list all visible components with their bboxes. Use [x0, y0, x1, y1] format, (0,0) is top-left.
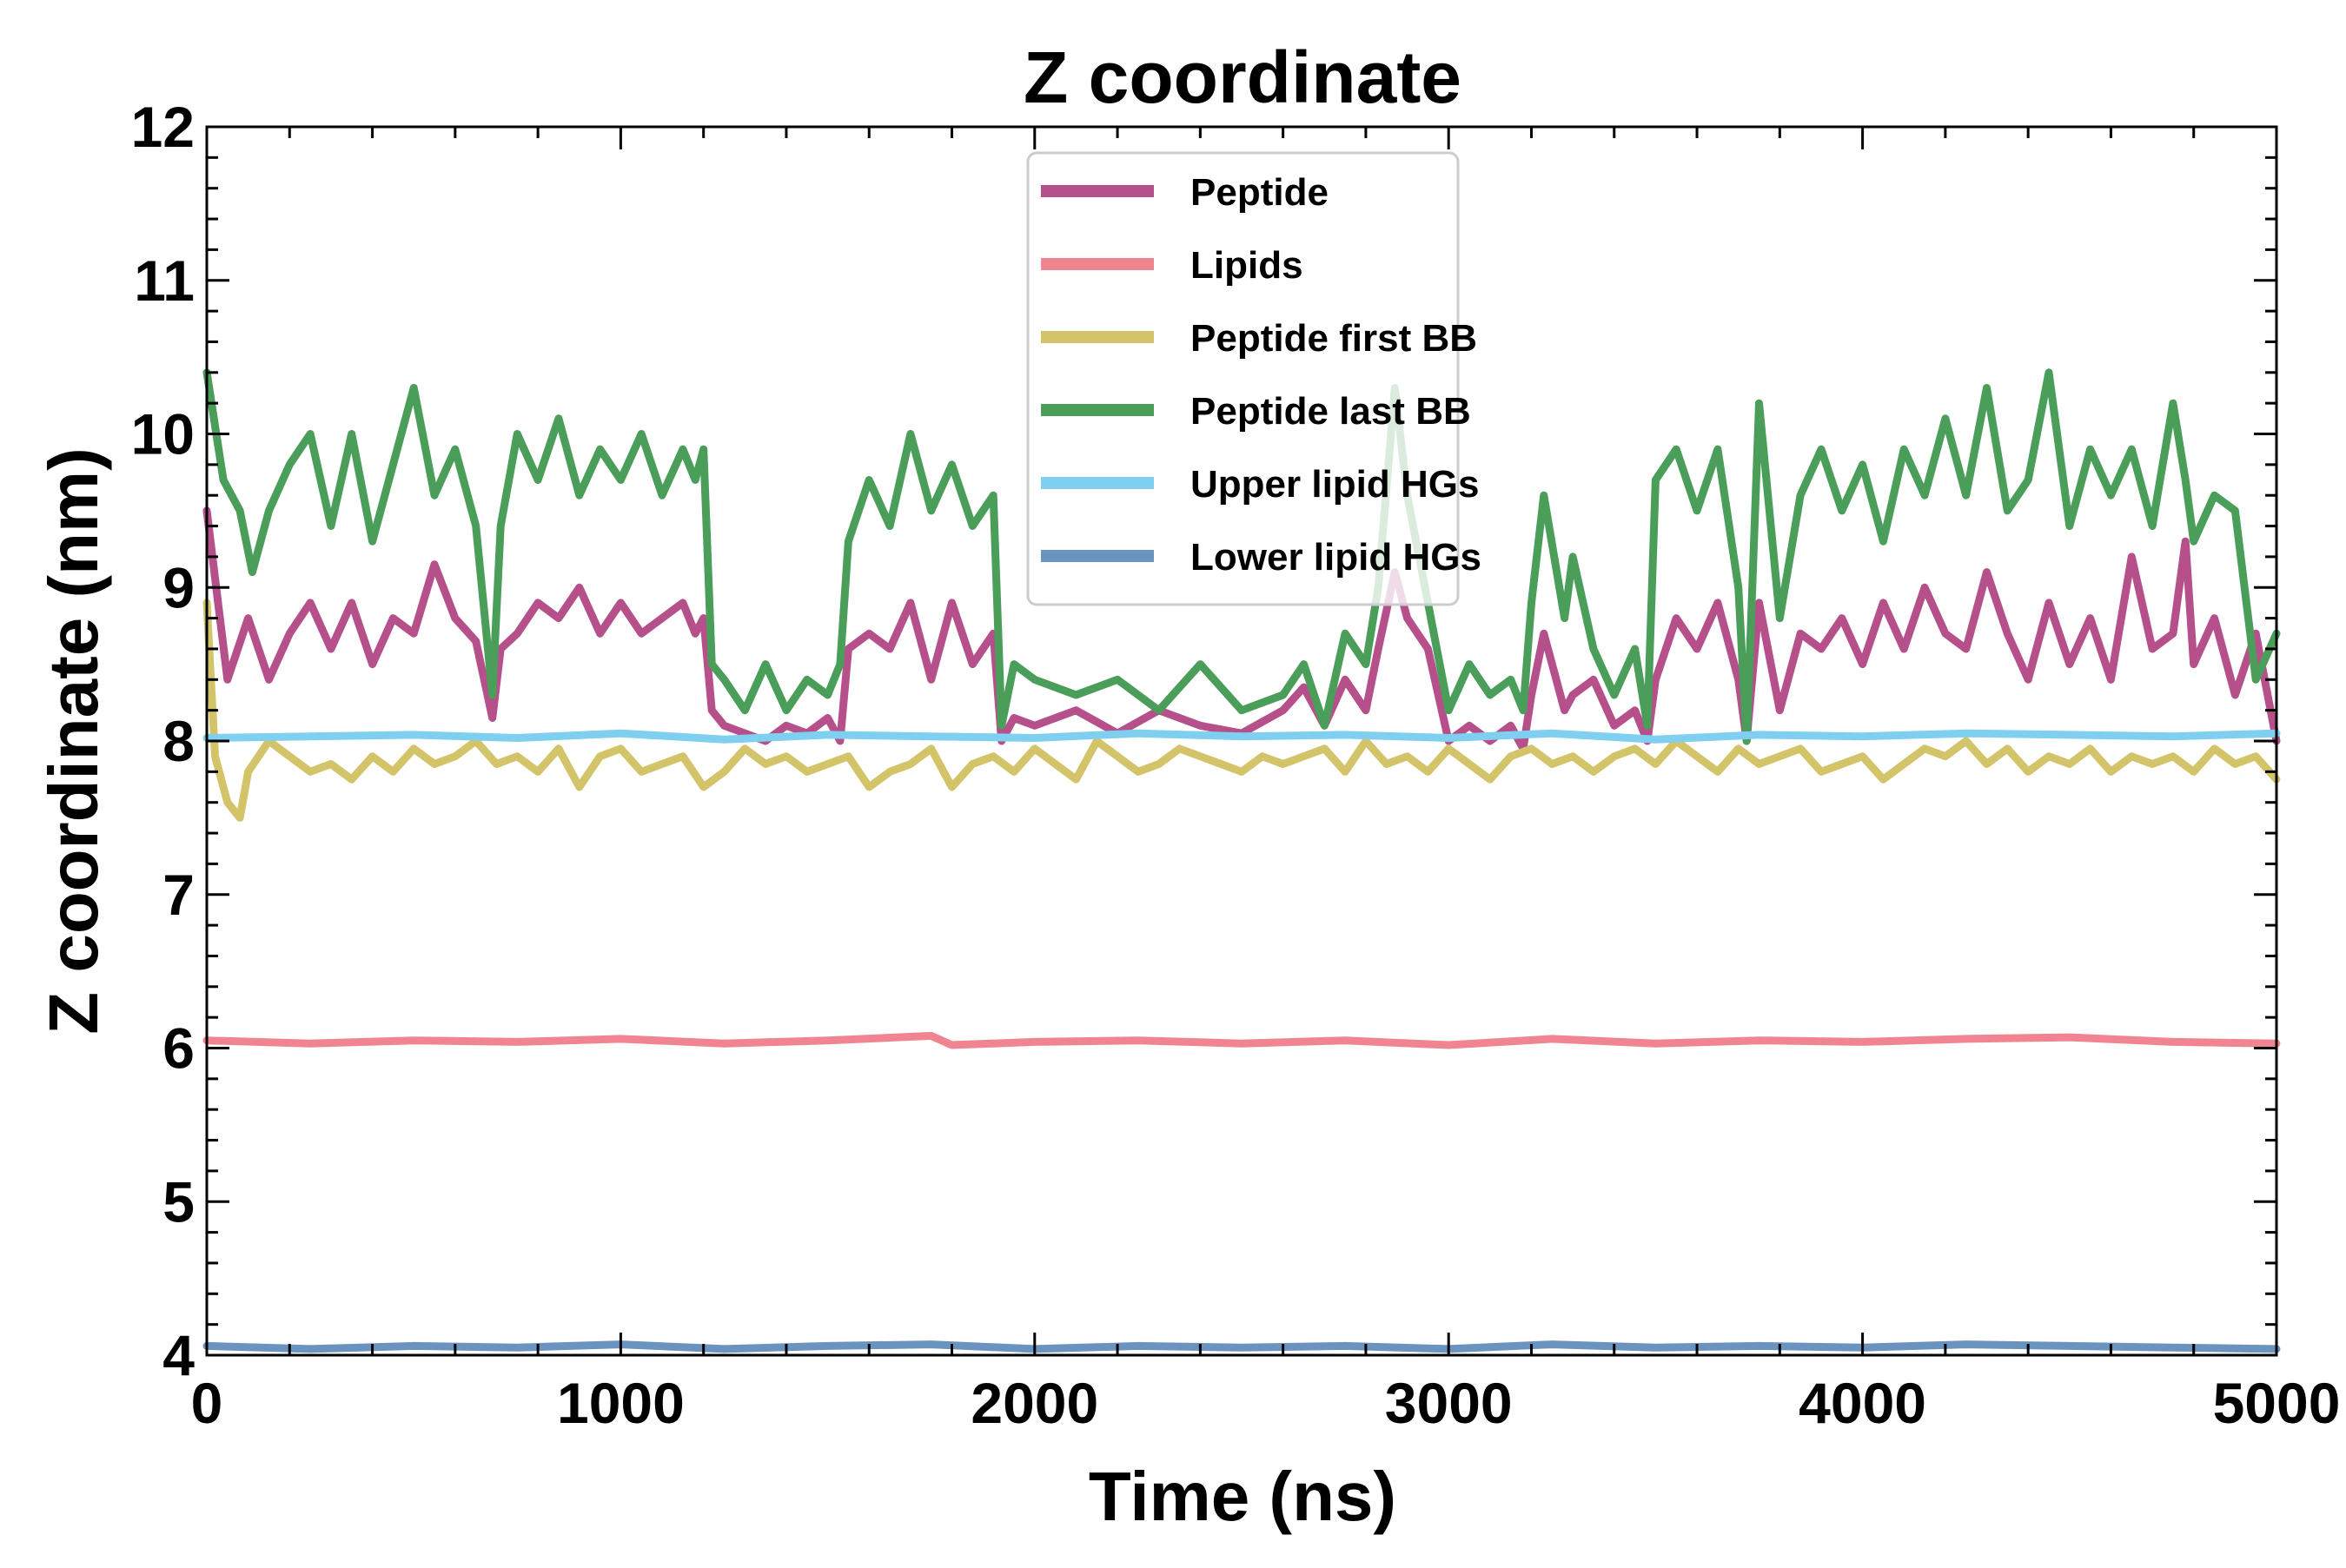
- chart-title: Z coordinate: [1024, 36, 1461, 118]
- y-tick-label: 8: [162, 709, 195, 773]
- legend: Peptide Lipids Peptide first BB Peptide las…: [1026, 151, 1481, 606]
- x-tick-label: 0: [191, 1371, 223, 1435]
- y-tick-label: 5: [162, 1169, 195, 1234]
- legend-label: Lower lipid HGs: [1190, 536, 1481, 579]
- x-tick-label: 1000: [557, 1371, 685, 1435]
- series-line-peptide-last-bb: [202, 368, 2281, 745]
- y-tick-label: 11: [134, 248, 195, 313]
- x-axis-label: Time (ns): [1089, 1458, 1396, 1535]
- legend-items: Peptide Lipids Peptide first BB Peptide las…: [1041, 171, 1481, 579]
- plot-frame: [205, 125, 2278, 1357]
- series-line-lipids: [202, 1031, 2281, 1049]
- y-tick-label: 12: [131, 95, 195, 159]
- legend-label: Peptide last BB: [1190, 390, 1471, 433]
- x-tick-label: 4000: [1799, 1371, 1926, 1435]
- series-line-peptide-first-bb: [202, 599, 2281, 822]
- legend-label: Peptide: [1190, 171, 1329, 214]
- y-axis-label: Z coordinate (nm): [35, 447, 112, 1035]
- x-tick-label: 5000: [2213, 1371, 2341, 1435]
- x-axis-ticks: 0 1000 2000 3000 4000 5000: [191, 127, 2341, 1435]
- legend-label: Upper lipid HGs: [1190, 463, 1479, 506]
- series-line-upper-lipid-hgs: [202, 729, 2281, 744]
- series-layer: [202, 368, 2281, 1353]
- y-tick-label: 6: [162, 1016, 195, 1081]
- x-tick-label: 2000: [971, 1371, 1098, 1435]
- legend-label: Lipids: [1190, 244, 1303, 287]
- legend-label: Peptide first BB: [1190, 317, 1477, 360]
- y-tick-label: 4: [162, 1323, 195, 1387]
- y-tick-label: 9: [162, 555, 195, 619]
- series-line-lower-lipid-hgs: [202, 1340, 2281, 1353]
- y-tick-label: 7: [162, 863, 195, 927]
- y-axis-ticks: 4 5 6 7 8 9 10 11 12: [131, 95, 2276, 1387]
- y-tick-label: 10: [131, 402, 195, 466]
- x-tick-label: 3000: [1385, 1371, 1513, 1435]
